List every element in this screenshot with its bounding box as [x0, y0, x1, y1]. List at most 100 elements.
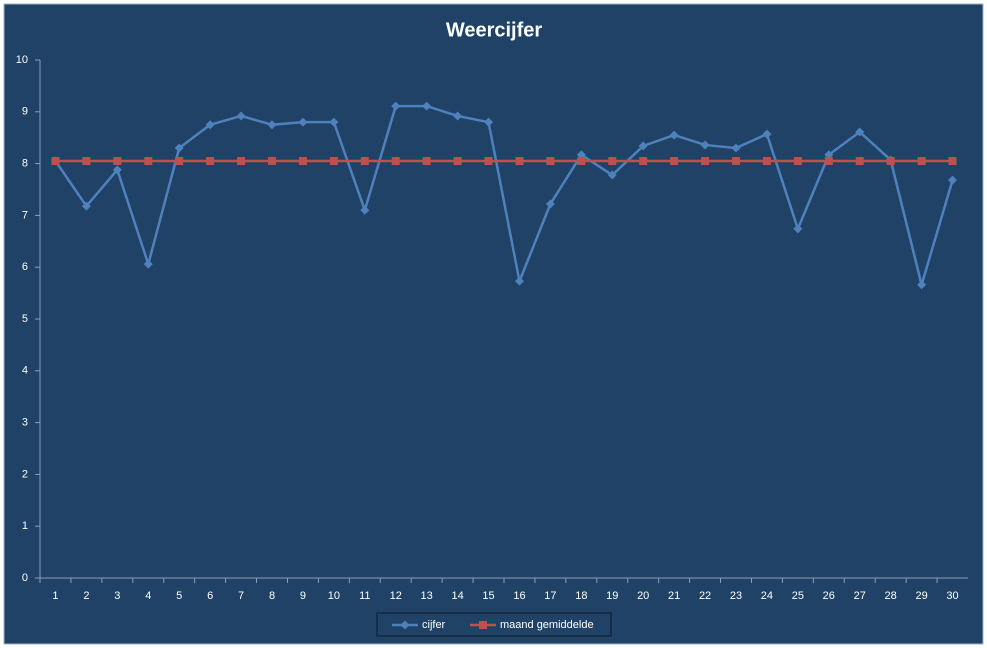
x-tick-label: 18: [575, 590, 587, 602]
marker: [639, 157, 648, 166]
marker: [607, 170, 617, 180]
x-tick-label: 11: [359, 590, 370, 602]
marker: [422, 101, 432, 111]
x-tick-label: 22: [699, 590, 711, 602]
y-tick-label: 0: [22, 572, 28, 584]
x-tick-label: 17: [544, 590, 556, 602]
legend-label: maand gemiddelde: [500, 619, 594, 631]
y-tick-label: 4: [22, 365, 28, 377]
y-tick-label: 3: [22, 417, 28, 429]
marker: [144, 157, 153, 166]
x-tick-label: 20: [637, 590, 649, 602]
marker: [236, 111, 246, 121]
marker: [732, 157, 740, 166]
x-tick-label: 12: [390, 590, 402, 602]
marker: [81, 201, 91, 211]
x-tick-label: 15: [482, 590, 494, 602]
marker: [917, 280, 927, 290]
x-tick-label: 10: [328, 590, 340, 602]
marker: [422, 157, 431, 166]
legend-box: [376, 612, 612, 637]
x-tick-label: 25: [792, 590, 804, 602]
x-tick-label: 9: [300, 590, 306, 602]
marker: [268, 157, 276, 166]
marker: [762, 129, 772, 139]
x-tick-label: 16: [513, 590, 525, 602]
marker: [206, 157, 215, 166]
marker: [205, 120, 215, 130]
legend-label: cijfer: [422, 619, 446, 631]
marker: [391, 157, 400, 166]
marker: [546, 157, 555, 166]
marker: [577, 157, 586, 166]
marker: [82, 157, 91, 166]
marker: [824, 157, 833, 166]
y-tick-label: 2: [22, 468, 28, 480]
x-tick-label: 24: [761, 590, 773, 602]
marker: [670, 157, 679, 166]
marker: [453, 157, 462, 166]
marker: [514, 276, 524, 286]
marker: [793, 157, 802, 166]
x-tick-label: 3: [114, 590, 120, 602]
marker: [701, 157, 710, 166]
series-line: [54, 104, 954, 290]
y-tick-label: 7: [22, 209, 28, 221]
x-tick-label: 19: [606, 590, 618, 602]
x-tick-label: 6: [207, 590, 213, 602]
marker: [112, 165, 122, 175]
marker: [360, 157, 369, 166]
marker: [174, 143, 184, 153]
marker: [608, 157, 617, 166]
y-tick-label: 6: [22, 261, 28, 273]
marker: [51, 157, 60, 166]
marker: [948, 175, 958, 185]
marker: [855, 127, 865, 137]
x-tick-label: 2: [83, 590, 89, 602]
marker: [886, 157, 895, 166]
marker: [545, 199, 555, 209]
marker: [484, 117, 494, 127]
y-tick-label: 9: [22, 106, 28, 118]
marker: [700, 140, 710, 150]
marker: [917, 157, 926, 166]
x-tick-label: 8: [269, 590, 275, 602]
marker: [175, 157, 184, 166]
x-tick-label: 1: [52, 590, 58, 602]
marker: [113, 157, 122, 166]
chart-background: [3, 3, 984, 645]
x-tick-label: 29: [915, 590, 927, 602]
marker: [479, 621, 487, 629]
y-tick-label: 5: [22, 313, 28, 325]
x-tick-label: 23: [730, 590, 742, 602]
marker: [515, 157, 524, 166]
marker: [669, 130, 679, 140]
x-tick-label: 26: [823, 590, 835, 602]
x-tick-label: 5: [176, 590, 182, 602]
marker: [762, 157, 771, 166]
x-tick-label: 30: [946, 590, 958, 602]
x-tick-label: 21: [668, 590, 680, 602]
marker: [793, 224, 803, 234]
marker: [329, 117, 339, 127]
marker: [400, 620, 410, 630]
marker: [391, 101, 401, 111]
y-tick-label: 1: [22, 520, 28, 532]
marker: [267, 120, 277, 130]
marker: [237, 157, 246, 166]
x-tick-label: 4: [145, 590, 151, 602]
marker: [298, 157, 307, 166]
marker: [298, 117, 308, 127]
marker: [329, 157, 338, 166]
x-tick-label: 13: [421, 590, 433, 602]
x-tick-label: 27: [854, 590, 866, 602]
x-tick-label: 28: [885, 590, 897, 602]
marker: [731, 143, 741, 153]
y-tick-label: 10: [16, 54, 28, 66]
marker: [484, 157, 493, 166]
x-tick-label: 14: [451, 590, 463, 602]
marker: [948, 157, 957, 166]
marker: [360, 205, 370, 215]
marker: [855, 157, 864, 166]
